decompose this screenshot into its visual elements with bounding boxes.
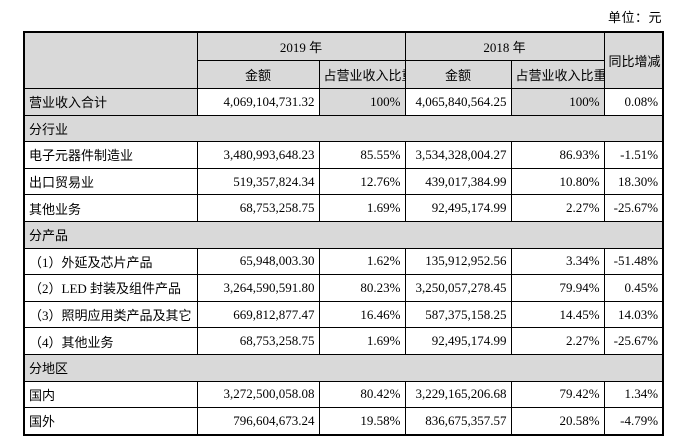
- cell-amount-2018: 3,534,328,004.27: [404, 141, 512, 169]
- table-row: （2）LED 封装及组件产品 3,264,590,591.80 80.23% 3…: [23, 274, 664, 302]
- cell-label: 其他业务: [23, 194, 198, 222]
- cell-ratio-2018: 2.27%: [510, 327, 605, 355]
- cell-amount-2019: 68,753,258.75: [196, 194, 320, 222]
- cell-amount-2019: 669,812,877.47: [196, 300, 320, 329]
- cell-label: （2）LED 封装及组件产品: [23, 274, 198, 302]
- cell-amount-2019: 4,069,104,731.32: [196, 88, 320, 116]
- cell-amount-2019: 68,753,258.75: [196, 327, 320, 355]
- cell-ratio-2018: 2.27%: [510, 194, 605, 222]
- table-row: （1）外延及芯片产品 65,948,003.30 1.62% 135,912,9…: [23, 247, 664, 276]
- cell-yoy: 0.08%: [603, 88, 664, 116]
- cell-label: 国外: [23, 407, 198, 436]
- section-label: 分地区: [23, 353, 664, 382]
- cell-yoy: -1.51%: [603, 141, 664, 169]
- revenue-breakdown-table: 2019 年 2018 年 同比增减 金额 占营业收入比重 金额 占营业收入比重…: [23, 31, 665, 436]
- cell-ratio-2019: 1.69%: [318, 327, 406, 355]
- section-label: 分行业: [23, 114, 664, 143]
- cell-ratio-2018: 20.58%: [510, 407, 605, 436]
- table-row: 国内 3,272,500,058.08 80.42% 3,229,165,206…: [23, 380, 664, 409]
- cell-amount-2018: 3,229,165,206.68: [404, 380, 512, 409]
- cell-amount-2018: 439,017,384.99: [404, 167, 512, 196]
- cell-amount-2019: 65,948,003.30: [196, 247, 320, 276]
- cell-ratio-2018: 10.80%: [510, 167, 605, 196]
- header-ratio-2019: 占营业收入比重: [318, 60, 406, 89]
- header-year-2019: 2019 年: [196, 31, 406, 61]
- cell-ratio-2019: 1.62%: [318, 247, 406, 276]
- cell-ratio-2019: 12.76%: [318, 167, 406, 196]
- unit-label: 单位：元: [607, 10, 662, 25]
- header-amount-2018: 金额: [404, 60, 512, 89]
- table-row: 电子元器件制造业 3,480,993,648.23 85.55% 3,534,3…: [23, 141, 664, 169]
- table-row-total: 营业收入合计 4,069,104,731.32 100% 4,065,840,5…: [23, 88, 664, 116]
- cell-amount-2019: 519,357,824.34: [196, 167, 320, 196]
- table-row: 国外 796,604,673.24 19.58% 836,675,357.57 …: [23, 407, 664, 436]
- cell-amount-2018: 135,912,952.56: [404, 247, 512, 276]
- cell-yoy: 18.30%: [603, 167, 664, 196]
- cell-ratio-2018: 14.45%: [510, 300, 605, 329]
- table-row: （3）照明应用类产品及其它 669,812,877.47 16.46% 587,…: [23, 300, 664, 329]
- cell-ratio-2019: 16.46%: [318, 300, 406, 329]
- header-ratio-2018: 占营业收入比重: [510, 60, 605, 89]
- cell-amount-2018: 92,495,174.99: [404, 327, 512, 355]
- cell-label: 营业收入合计: [23, 88, 198, 116]
- cell-amount-2019: 796,604,673.24: [196, 407, 320, 436]
- cell-ratio-2019: 1.69%: [318, 194, 406, 222]
- header-corner-cell: [23, 31, 198, 89]
- section-row-product: 分产品: [23, 220, 664, 249]
- cell-ratio-2019: 19.58%: [318, 407, 406, 436]
- section-row-industry: 分行业: [23, 114, 664, 143]
- section-label: 分产品: [23, 220, 664, 249]
- header-amount-2019: 金额: [196, 60, 320, 89]
- cell-amount-2019: 3,264,590,591.80: [196, 274, 320, 302]
- cell-amount-2018: 4,065,840,564.25: [404, 88, 512, 116]
- table-row: 出口贸易业 519,357,824.34 12.76% 439,017,384.…: [23, 167, 664, 196]
- cell-amount-2018: 3,250,057,278.45: [404, 274, 512, 302]
- cell-amount-2019: 3,480,993,648.23: [196, 141, 320, 169]
- cell-label: （3）照明应用类产品及其它: [23, 300, 198, 329]
- cell-ratio-2018: 79.94%: [510, 274, 605, 302]
- table-row: 其他业务 68,753,258.75 1.69% 92,495,174.99 2…: [23, 194, 664, 222]
- section-row-region: 分地区: [23, 353, 664, 382]
- cell-amount-2018: 836,675,357.57: [404, 407, 512, 436]
- header-row-years: 2019 年 2018 年 同比增减: [23, 31, 664, 89]
- cell-yoy: 0.45%: [603, 274, 664, 302]
- cell-ratio-2018: 3.34%: [510, 247, 605, 276]
- cell-ratio-2018: 100%: [510, 88, 605, 116]
- cell-ratio-2018: 79.42%: [510, 380, 605, 409]
- header-year-2018: 2018 年: [404, 31, 605, 61]
- cell-ratio-2018: 86.93%: [510, 141, 605, 169]
- cell-ratio-2019: 85.55%: [318, 141, 406, 169]
- cell-label: （4）其他业务: [23, 327, 198, 355]
- cell-yoy: -25.67%: [603, 327, 664, 355]
- cell-yoy: -25.67%: [603, 194, 664, 222]
- cell-label: 电子元器件制造业: [23, 141, 198, 169]
- cell-yoy: -4.79%: [603, 407, 664, 436]
- table-row: （4）其他业务 68,753,258.75 1.69% 92,495,174.9…: [23, 327, 664, 355]
- cell-amount-2018: 587,375,158.25: [404, 300, 512, 329]
- cell-yoy: -51.48%: [603, 247, 664, 276]
- cell-yoy: 14.03%: [603, 300, 664, 329]
- cell-amount-2018: 92,495,174.99: [404, 194, 512, 222]
- cell-label: 国内: [23, 380, 198, 409]
- header-row-metrics: 金额 占营业收入比重 金额 占营业收入比重: [24, 60, 663, 89]
- cell-label: （1）外延及芯片产品: [23, 247, 198, 276]
- cell-amount-2019: 3,272,500,058.08: [196, 380, 320, 409]
- cell-yoy: 1.34%: [603, 380, 664, 409]
- cell-label: 出口贸易业: [23, 167, 198, 196]
- cell-ratio-2019: 80.42%: [318, 380, 406, 409]
- header-yoy: 同比增减: [603, 31, 664, 89]
- cell-ratio-2019: 100%: [318, 88, 406, 116]
- cell-ratio-2019: 80.23%: [318, 274, 406, 302]
